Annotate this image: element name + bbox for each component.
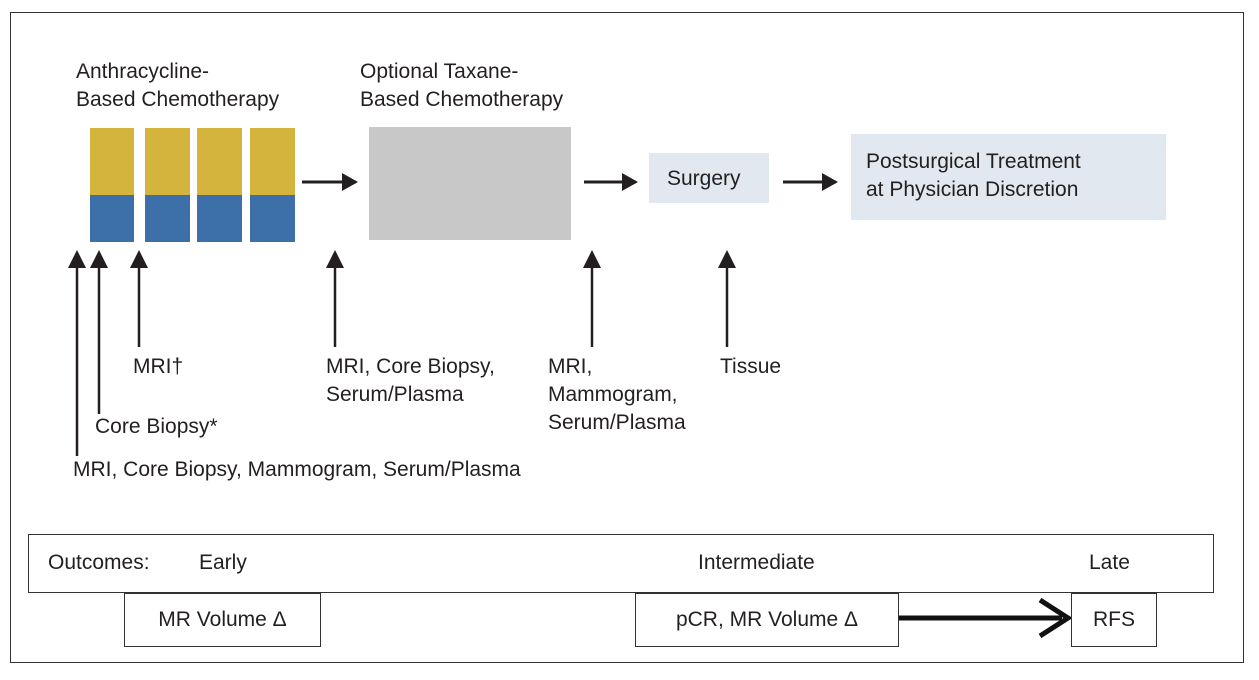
cycle-blue-segment	[250, 195, 295, 242]
mri-label: MRI†	[133, 355, 184, 378]
cycle-gold-segment	[145, 128, 190, 195]
taxane-block	[369, 127, 571, 240]
taxane-label: Optional Taxane- Based Chemotherapy	[360, 58, 563, 114]
figure-frame	[10, 12, 1244, 663]
postsurgical-label: Postsurgical Treatment at Physician Disc…	[866, 148, 1081, 204]
pre-surgery-line1: MRI,	[548, 355, 593, 378]
baseline-samples-label: MRI, Core Biopsy, Mammogram, Serum/Plasm…	[73, 458, 521, 481]
surgery-label: Surgery	[667, 167, 741, 190]
arrowhead	[130, 250, 148, 268]
late-measure-box: RFS	[1071, 593, 1157, 647]
outcome-late-label: Late	[1089, 551, 1130, 574]
chemo-cycle-2	[145, 128, 190, 242]
cycle-blue-segment	[197, 195, 242, 242]
early-measure-label: MR Volume Δ	[158, 608, 287, 631]
anthracycline-label-line1: Anthracycline-	[76, 60, 210, 83]
taxane-label-line1: Optional Taxane-	[360, 60, 519, 83]
cycle-gold-segment	[90, 128, 134, 195]
core-biopsy-label: Core Biopsy*	[95, 415, 218, 438]
late-measure-label: RFS	[1093, 608, 1135, 631]
postsurgical-label-line1: Postsurgical Treatment	[866, 150, 1081, 173]
anthracycline-label: Anthracycline- Based Chemotherapy	[76, 58, 279, 114]
arrowhead	[326, 250, 344, 268]
anthracycline-label-line2: Based Chemotherapy	[76, 88, 280, 111]
cycle-gold-segment	[250, 128, 295, 195]
pre-surgery-line3: Serum/Plasma	[548, 411, 686, 434]
arrowhead	[822, 173, 838, 191]
pre-taxane-line2: Serum/Plasma	[326, 383, 464, 406]
arrowhead	[342, 173, 358, 191]
chemo-cycle-3	[197, 128, 242, 242]
pre-surgery-line2: Mammogram,	[548, 383, 678, 406]
pre-taxane-line1: MRI, Core Biopsy,	[326, 355, 495, 378]
cycle-gold-segment	[197, 128, 242, 195]
intermediate-measure-label: pCR, MR Volume Δ	[675, 608, 859, 631]
intermediate-measure-box: pCR, MR Volume Δ	[635, 593, 899, 647]
surgery-box: Surgery	[649, 153, 769, 203]
outcome-early-label: Early	[199, 551, 247, 574]
early-measure-box: MR Volume Δ	[124, 593, 321, 647]
arrowhead	[718, 250, 736, 268]
outcomes-bar	[28, 534, 1214, 593]
chemo-cycle-1	[90, 128, 134, 242]
arrowhead	[90, 250, 108, 268]
pre-surgery-samples-label: MRI, Mammogram, Serum/Plasma	[548, 353, 686, 437]
cycle-blue-segment	[90, 195, 134, 242]
tissue-label: Tissue	[720, 355, 782, 378]
taxane-label-line2: Based Chemotherapy	[360, 88, 564, 111]
postsurgical-label-line2: at Physician Discretion	[866, 178, 1079, 201]
pre-taxane-samples-label: MRI, Core Biopsy, Serum/Plasma	[326, 353, 495, 409]
arrowhead	[68, 250, 86, 268]
chemo-cycle-4	[250, 128, 295, 242]
outcome-intermediate-label: Intermediate	[698, 551, 815, 574]
outcomes-heading: Outcomes:	[48, 551, 150, 574]
arrowhead-open	[1038, 597, 1073, 639]
arrowhead	[622, 173, 638, 191]
cycle-blue-segment	[145, 195, 190, 242]
arrowhead	[583, 250, 601, 268]
postsurgical-box: Postsurgical Treatment at Physician Disc…	[851, 134, 1166, 220]
